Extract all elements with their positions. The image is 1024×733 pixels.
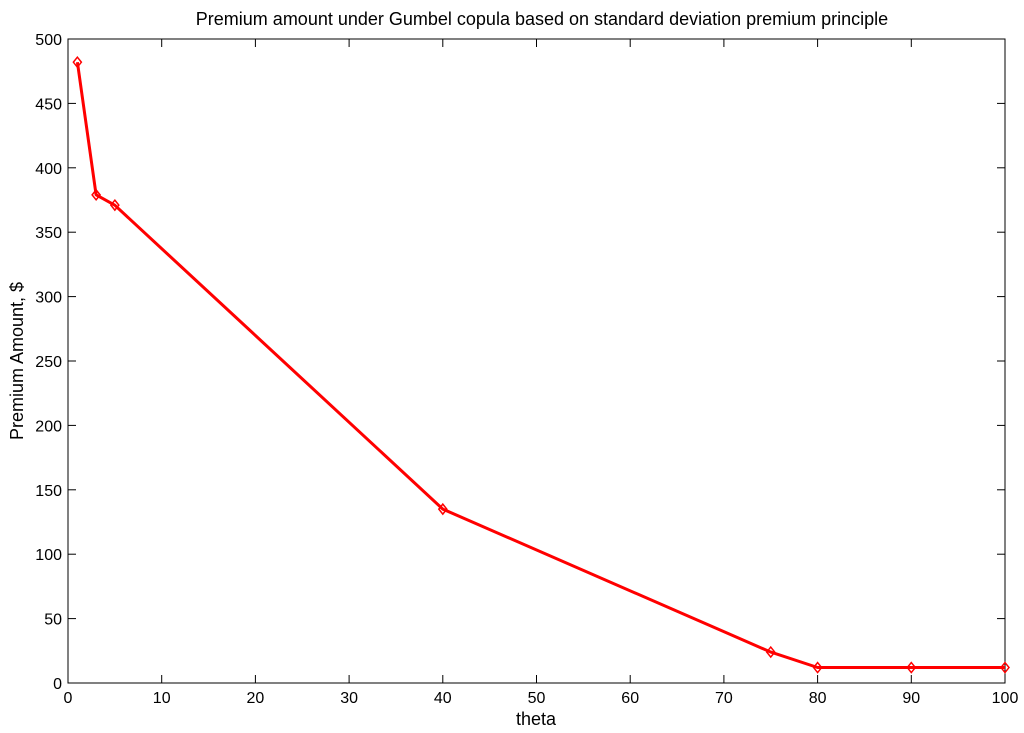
- y-tick-label: 250: [35, 354, 62, 371]
- series-layer: [72, 55, 1010, 674]
- chart-title: Premium amount under Gumbel copula based…: [196, 9, 888, 29]
- data-point-marker: [72, 55, 83, 69]
- x-tick-label: 10: [153, 690, 171, 707]
- x-tick-label: 80: [809, 690, 827, 707]
- data-point-marker: [765, 645, 776, 659]
- data-point-marker: [1000, 661, 1010, 674]
- x-tick-label: 70: [715, 690, 733, 707]
- x-tick-label: 60: [621, 690, 639, 707]
- y-tick-label: 500: [35, 32, 62, 49]
- y-tick-label: 350: [35, 225, 62, 242]
- x-axis-label: theta: [516, 709, 557, 729]
- x-tick-label: 20: [247, 690, 265, 707]
- x-tick-label: 40: [434, 690, 452, 707]
- y-tick-label: 450: [35, 96, 62, 113]
- axes: 0 10 20 30 40 50 60 70 80 90 100 0 50 100 150 200 250 300…: [35, 32, 1018, 707]
- series-line: [75, 61, 1005, 669]
- y-tick-label: 150: [35, 483, 62, 500]
- y-tick-label: 50: [44, 612, 62, 629]
- x-tick-label: 90: [902, 690, 920, 707]
- y-tick-label: 0: [53, 676, 62, 693]
- y-tick-label: 400: [35, 161, 62, 178]
- x-tick-label: 50: [528, 690, 546, 707]
- data-point-marker: [437, 502, 448, 516]
- data-point-marker: [906, 661, 917, 674]
- x-tick-label: 100: [992, 690, 1019, 707]
- plot-frame: [67, 38, 1006, 684]
- x-tick-label: 0: [64, 690, 73, 707]
- data-point-marker: [109, 198, 120, 212]
- y-tick-label: 200: [35, 418, 62, 435]
- x-tick-label: 30: [340, 690, 358, 707]
- data-point-marker: [812, 661, 823, 674]
- y-tick-label: 300: [35, 290, 62, 307]
- y-axis-label: Premium Amount, $: [7, 282, 27, 440]
- y-tick-label: 100: [35, 547, 62, 564]
- data-point-marker: [91, 188, 102, 202]
